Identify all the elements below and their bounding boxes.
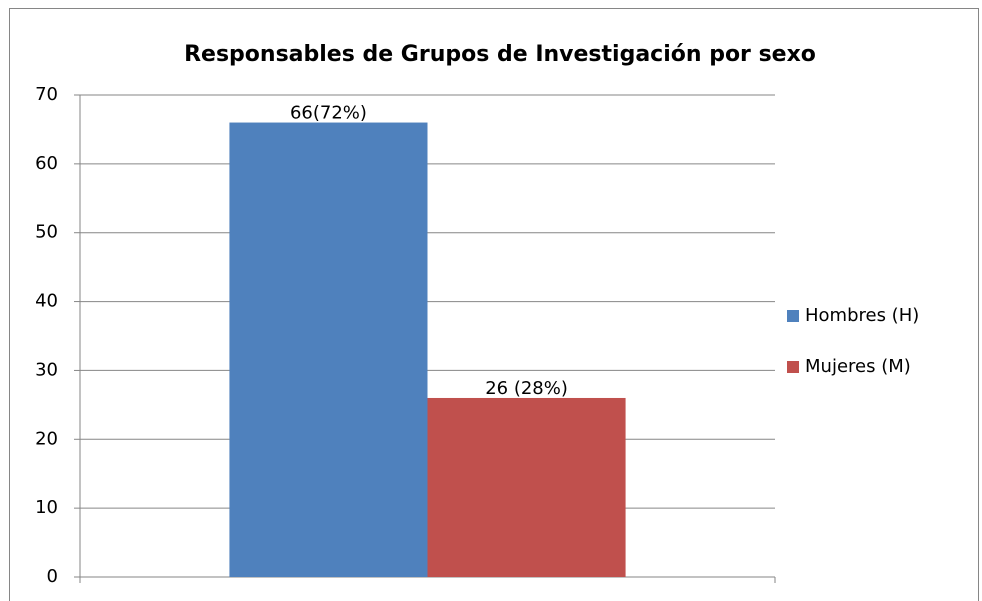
y-tick-label: 0 bbox=[47, 566, 58, 587]
y-tick-label: 20 bbox=[35, 428, 58, 449]
y-tick-label: 40 bbox=[35, 291, 58, 312]
bar bbox=[229, 122, 428, 578]
y-tick-label: 30 bbox=[35, 359, 58, 380]
legend-swatch bbox=[787, 310, 799, 322]
y-tick-label: 10 bbox=[35, 497, 58, 518]
legend-label: Mujeres (M) bbox=[805, 356, 911, 377]
y-tick-label: 60 bbox=[35, 153, 58, 174]
y-tick-label: 70 bbox=[35, 84, 58, 105]
data-label: 26 (28%) bbox=[485, 378, 568, 399]
data-label: 66(72%) bbox=[290, 103, 367, 124]
y-tick-label: 50 bbox=[35, 222, 58, 243]
bar bbox=[427, 397, 626, 577]
chart-title: Responsables de Grupos de Investigación … bbox=[184, 42, 816, 67]
legend-label: Hombres (H) bbox=[805, 305, 919, 326]
legend-swatch bbox=[787, 361, 799, 373]
